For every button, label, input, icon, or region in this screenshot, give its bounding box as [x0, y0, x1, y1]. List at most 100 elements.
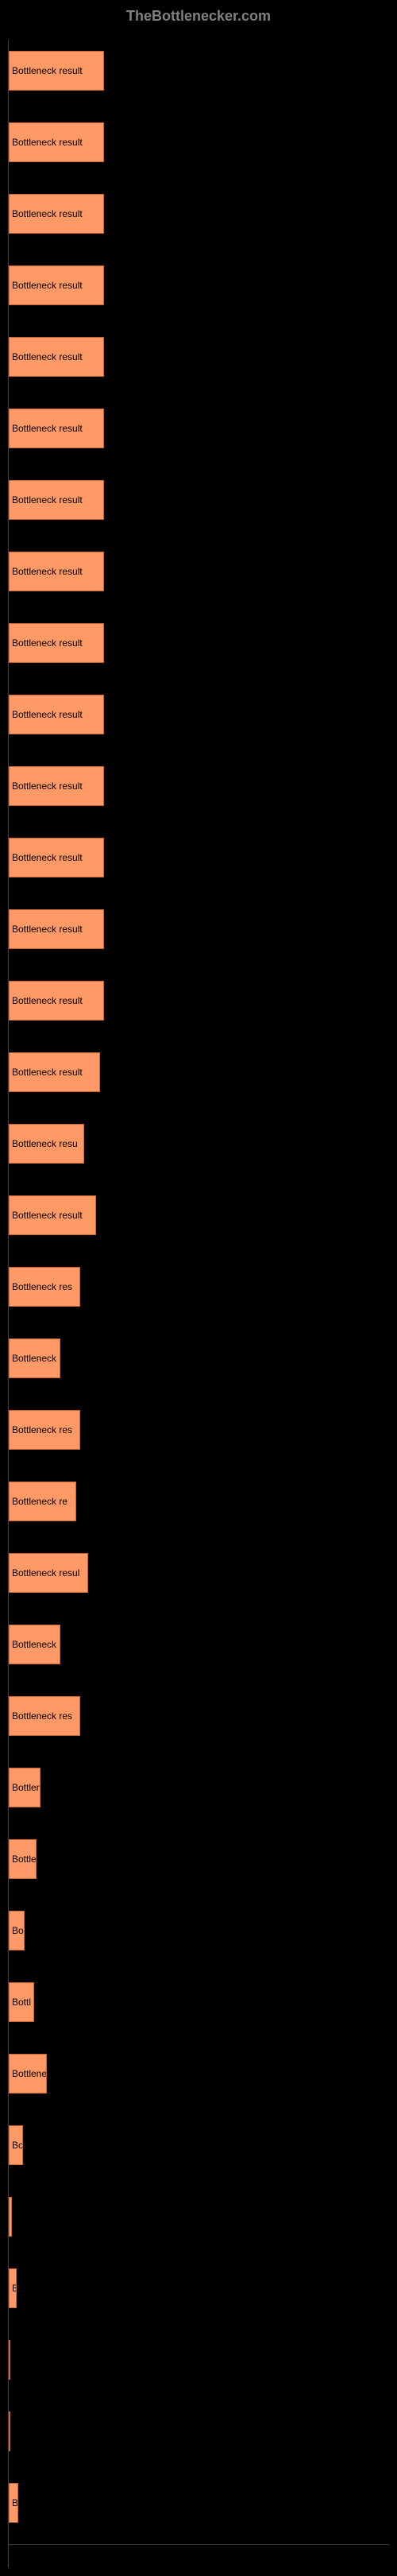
bar-chart: Bottleneck result Bottleneck result Bottle… [8, 41, 389, 2568]
bar-row [9, 2401, 389, 2461]
chart-bar: Bottleneck result [9, 766, 104, 806]
bar-label: Bottleneck result [10, 1067, 83, 1078]
chart-bar: Bottleneck [9, 1338, 60, 1378]
bar-row: Bottleneck result [9, 1042, 389, 1102]
bar-label: Bottleneck resu [10, 1138, 78, 1149]
bar-row: Bottleneck result [9, 327, 389, 386]
bar-label: Bottlene [10, 2068, 47, 2079]
bar-row: B [9, 2473, 389, 2532]
site-header: TheBottlenecker.com [8, 8, 389, 25]
bar-row: Bottleneck result [9, 827, 389, 887]
chart-bar: Bottleneck result [9, 623, 104, 663]
bar-label: Bottleneck [10, 1353, 56, 1364]
bar-label: Bottleneck result [10, 65, 83, 76]
bar-label: Bottleneck resul [10, 1567, 79, 1579]
bar-label: Bottleneck result [10, 781, 83, 792]
bar-label: Bottleneck result [10, 995, 83, 1006]
bar-row: Bottleneck result [9, 541, 389, 601]
bar-row: Bottleneck result [9, 470, 389, 529]
chart-bar: Bottle [9, 1839, 37, 1879]
bar-label: Bottle [10, 1854, 37, 1865]
chart-bar: B [9, 2268, 17, 2308]
bar-label: Bottleneck res [10, 1710, 72, 1722]
chart-bar: Bottleneck result [9, 480, 104, 520]
chart-bar: Bo [9, 2125, 23, 2165]
bar-label: Bottleneck result [10, 351, 83, 362]
chart-bar: Bottleneck result [9, 981, 104, 1021]
bar-label: B [10, 2497, 18, 2508]
bar-row [9, 2330, 389, 2389]
chart-bar: Bottleneck res [9, 1267, 80, 1307]
bar-row: Bottleneck result [9, 899, 389, 959]
bar-row: Bottleneck result [9, 255, 389, 315]
bar-label: Bottleneck [10, 1639, 56, 1650]
bar-label: Bottleneck result [10, 852, 83, 863]
bar-row: Bottleneck re [9, 1471, 389, 1531]
bar-label: Bottl [10, 1997, 31, 2008]
bar-label: Bottleneck result [10, 566, 83, 577]
bar-label: Bottleneck result [10, 494, 83, 506]
bar-row: Bottleneck res [9, 1257, 389, 1316]
chart-bar: Bottleneck result [9, 1195, 96, 1235]
bar-row: Bottleneck result [9, 398, 389, 458]
bar-row: Bo [9, 2115, 389, 2175]
bar-row: Bottle [9, 1829, 389, 1888]
bar-label: Bo [10, 2140, 23, 2151]
bar-row: Bottleneck res [9, 1400, 389, 1459]
chart-bar: Bottleneck result [9, 838, 104, 877]
bar-row: B [9, 2258, 389, 2318]
bar-row: Bottleneck [9, 1614, 389, 1674]
chart-bar: B [9, 2483, 18, 2523]
bar-row: Bottleneck resul [9, 1543, 389, 1602]
chart-bar: Bottleneck result [9, 552, 104, 591]
bar-row: Bottleneck [9, 1328, 389, 1388]
bar-row: Bottleneck result [9, 41, 389, 100]
chart-bar: Bottleneck resul [9, 1553, 88, 1593]
chart-bar: Bottleneck res [9, 1410, 80, 1450]
chart-bar: Bottleneck result [9, 122, 104, 162]
bar-row: Bottl [9, 1972, 389, 2032]
bar-label: Bottleneck re [10, 1496, 67, 1507]
chart-bar: Bottleneck result [9, 1052, 100, 1092]
bar-label: B [10, 2283, 17, 2294]
chart-bar: Bottleneck result [9, 909, 104, 949]
chart-bar: Bottl [9, 1982, 34, 2022]
bar-row: Bottleneck result [9, 684, 389, 744]
bar-row: Bottleneck result [9, 184, 389, 243]
bar-label: Bottleneck result [10, 1210, 83, 1221]
chart-bar: Bottleneck res [9, 1696, 80, 1736]
chart-bar: Bottlen [9, 1768, 40, 1807]
bar-label: Bottleneck result [10, 423, 83, 434]
x-axis [9, 2544, 389, 2568]
chart-bar: Bo [9, 1911, 25, 1950]
bar-label: Bottleneck result [10, 924, 83, 935]
chart-bar: Bottleneck re [9, 1482, 76, 1521]
bar-row [9, 2187, 389, 2246]
chart-bar: Bottleneck result [9, 51, 104, 91]
bar-label: Bottleneck result [10, 637, 83, 649]
bar-label: Bottleneck result [10, 137, 83, 148]
bar-label: Bo [10, 1925, 24, 1936]
chart-bar: Bottleneck result [9, 695, 104, 734]
chart-bar: Bottleneck result [9, 409, 104, 448]
bar-label: Bottleneck result [10, 280, 83, 291]
chart-bar: Bottleneck resu [9, 1124, 84, 1164]
bar-row: Bottlene [9, 2043, 389, 2103]
bar-row: Bottlen [9, 1757, 389, 1817]
bar-label: Bottlen [10, 1782, 40, 1793]
bar-row: Bottleneck result [9, 970, 389, 1030]
bar-row: Bo [9, 1900, 389, 1960]
chart-bar [9, 2197, 12, 2237]
bar-label: Bottleneck result [10, 709, 83, 720]
bar-label: Bottleneck res [10, 1424, 72, 1435]
bar-row: Bottleneck res [9, 1686, 389, 1745]
chart-bar [9, 2340, 10, 2380]
chart-bar: Bottlene [9, 2054, 47, 2094]
bar-row: Bottleneck result [9, 756, 389, 815]
bar-row: Bottleneck resu [9, 1114, 389, 1173]
chart-bar [9, 2411, 10, 2451]
bar-row: Bottleneck result [9, 613, 389, 672]
chart-bar: Bottleneck result [9, 265, 104, 305]
bar-row: Bottleneck result [9, 1185, 389, 1245]
chart-bar: Bottleneck [9, 1625, 60, 1664]
